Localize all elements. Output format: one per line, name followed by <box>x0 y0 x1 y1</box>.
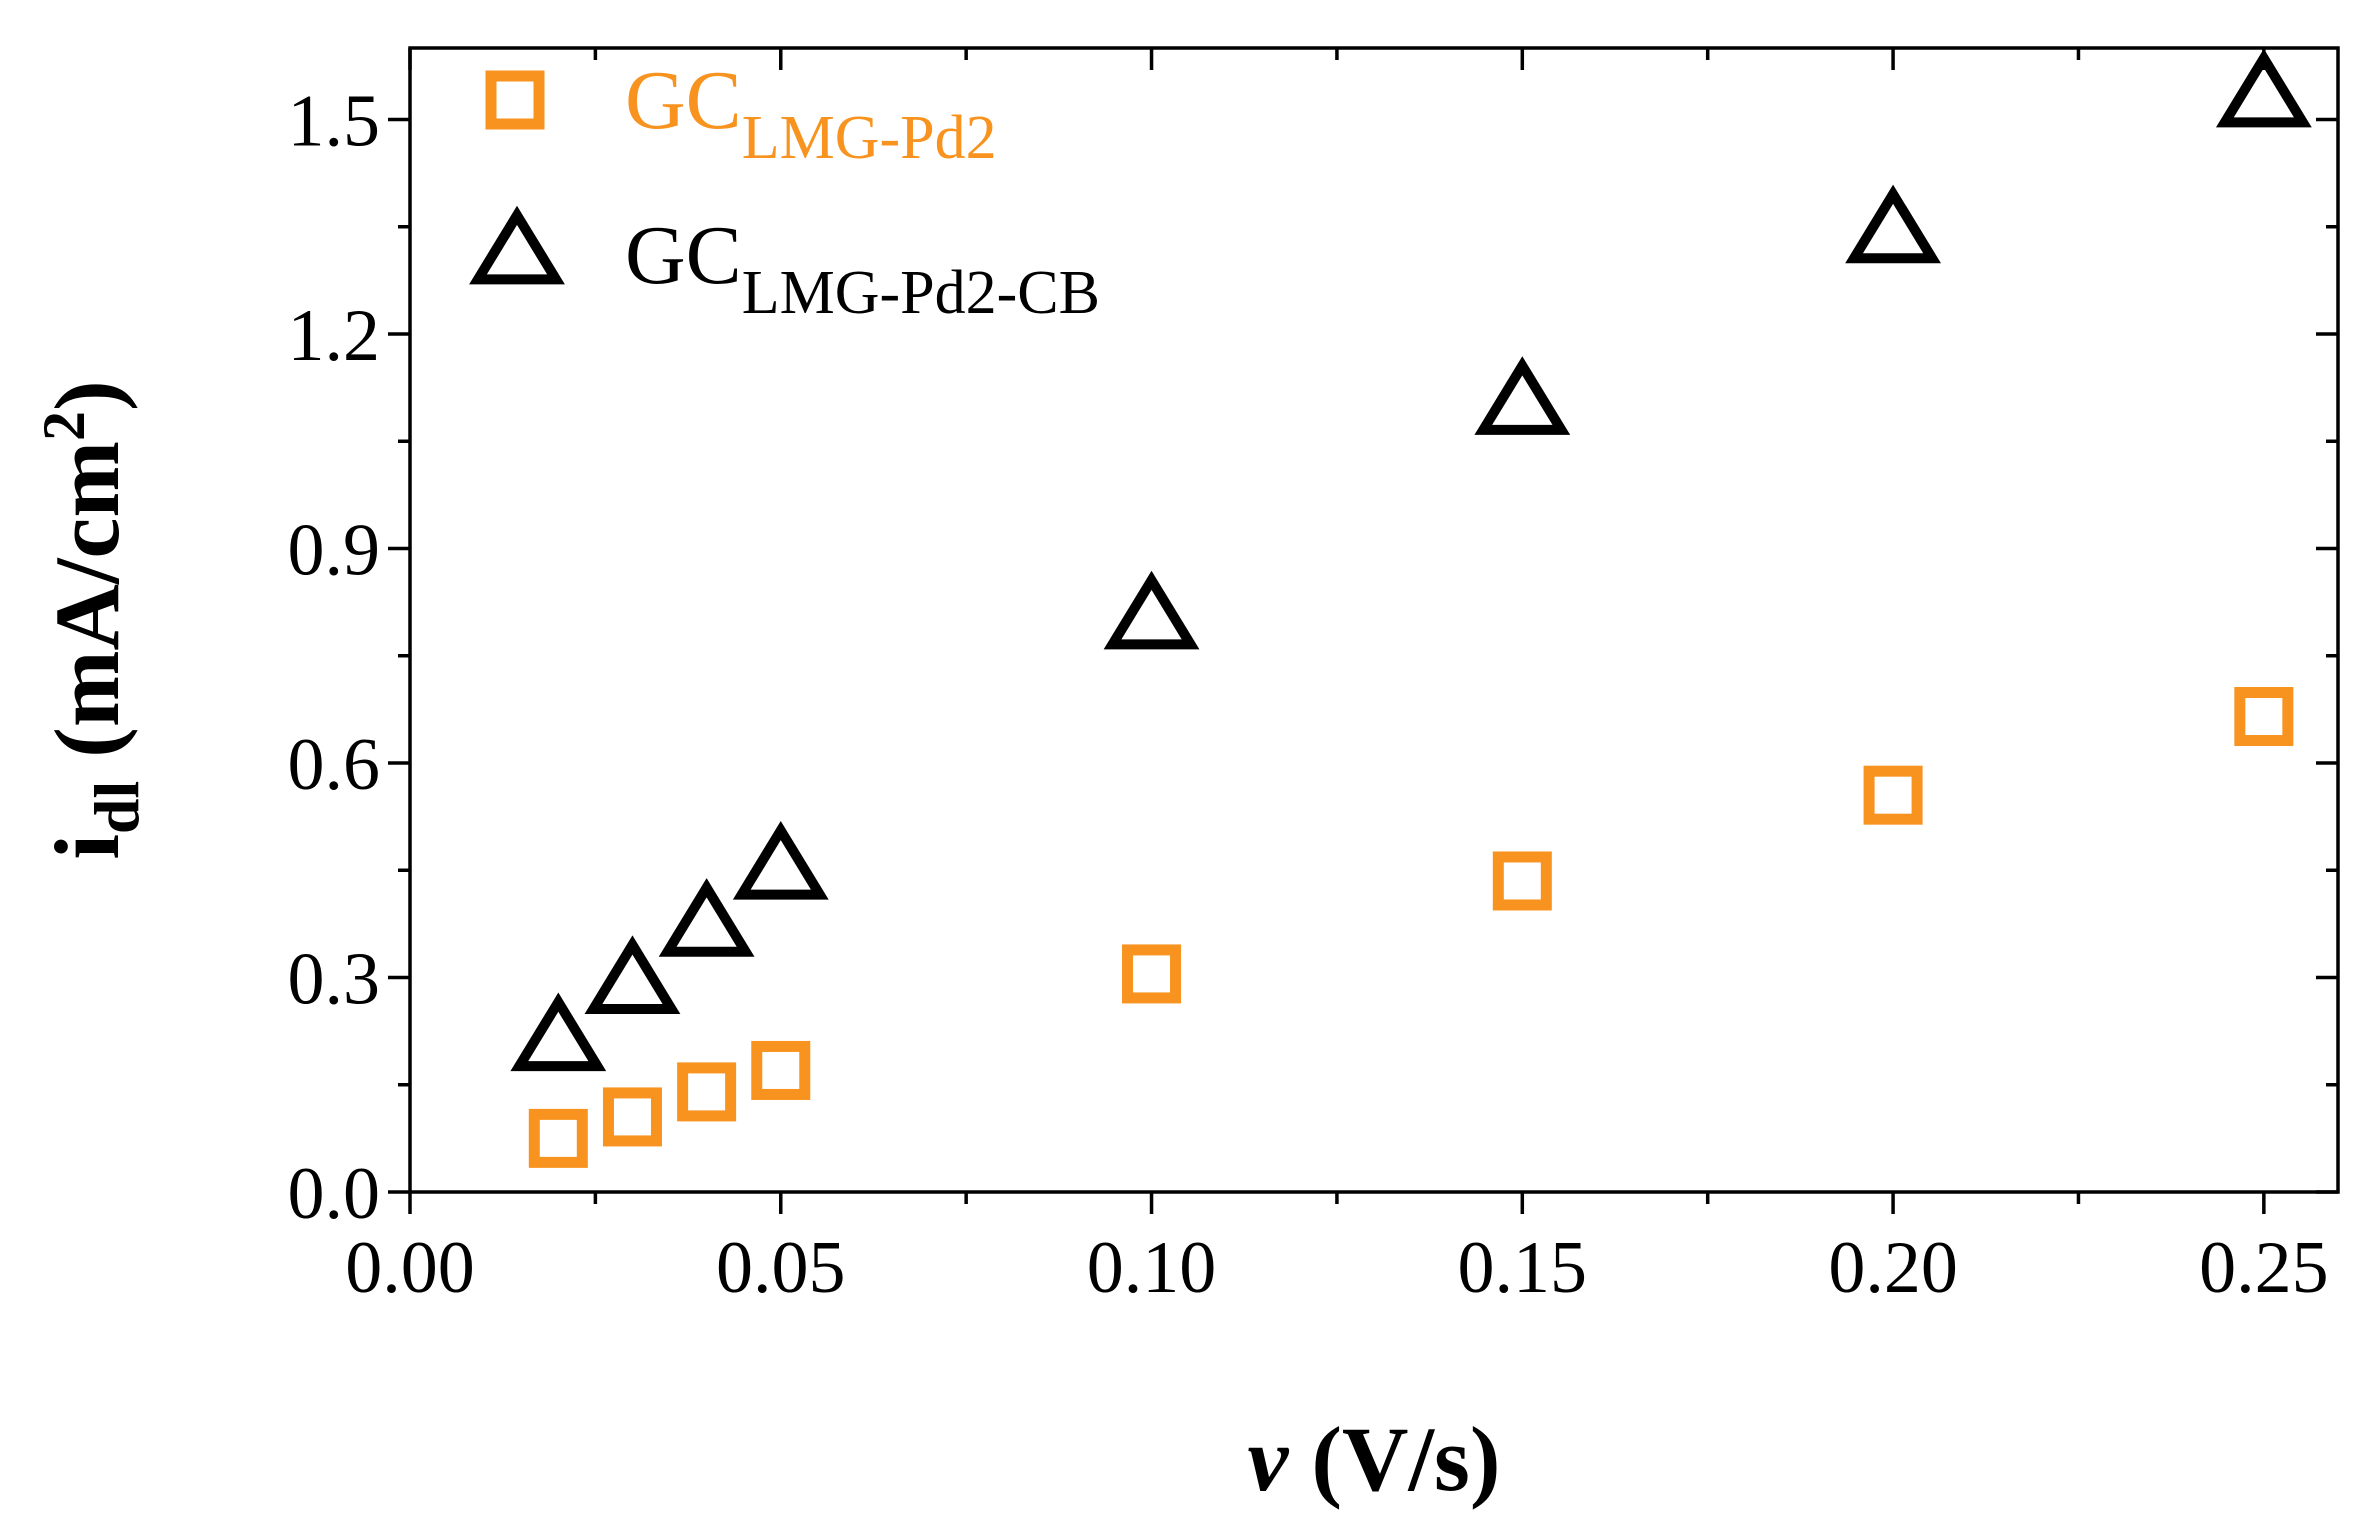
y-tick-label: 0.9 <box>288 510 381 592</box>
data-point-square <box>677 1062 737 1122</box>
data-point-square <box>2234 687 2294 747</box>
axis-titles: v (V/s) idl (mA/cm2) <box>31 380 1500 1510</box>
legend-label: GCLMG-Pd2-CB <box>625 209 1100 327</box>
data-point-triangle <box>1474 356 1571 435</box>
y-axis-unit: (mA/cm <box>36 441 138 781</box>
y-axis-sub: dl <box>81 781 152 834</box>
y-tick-label: 0.0 <box>288 1153 381 1235</box>
data-point-triangle <box>584 935 681 1014</box>
y-tick-label: 1.2 <box>288 295 381 377</box>
y-tick-label: 0.3 <box>288 939 381 1021</box>
data-point-triangle <box>1103 570 1200 650</box>
legend-label-main: GC <box>625 54 742 147</box>
x-tick-label: 0.10 <box>1087 1227 1217 1309</box>
data-point-square <box>528 1108 588 1168</box>
data-point-square <box>1492 851 1552 911</box>
legend-label-sub: LMG-Pd2 <box>742 104 997 172</box>
legend-label-sub: LMG-Pd2-CB <box>742 259 1100 327</box>
x-tick-label: 0.00 <box>345 1227 475 1309</box>
axes: 0.00 0.05 0.10 0.15 0.20 0.25 0.0 0.3 0.6 0.9 1.2 1… <box>288 46 2340 1309</box>
plot-frame <box>408 46 2340 1194</box>
data-point-triangle <box>1845 184 1941 264</box>
x-tick-label: 0.20 <box>1828 1227 1958 1309</box>
data-point-triangle <box>510 992 607 1072</box>
data-point-triangle <box>2215 48 2312 128</box>
data-point-square <box>1122 944 1182 1004</box>
y-tick-label: 0.6 <box>288 724 381 806</box>
legend-marker-square <box>485 70 545 130</box>
data-point-square <box>751 1040 811 1100</box>
x-tick-label: 0.25 <box>2199 1227 2329 1309</box>
x-axis-title: v (V/s) <box>1248 1408 1501 1510</box>
y-axis-sup: 2 <box>31 411 97 441</box>
x-axis-unit: (V/s) <box>1288 1408 1500 1510</box>
legend-label: GCLMG-Pd2 <box>625 54 997 172</box>
x-tick-label: 0.15 <box>1458 1227 1588 1309</box>
series-1 <box>528 687 2294 1168</box>
series-2 <box>510 48 2312 1072</box>
data-point-triangle <box>658 878 755 957</box>
data-point-triangle <box>732 820 829 900</box>
y-axis-title: idl (mA/cm2) <box>31 380 152 859</box>
legend-label-main: GC <box>625 209 742 302</box>
legend-marker-triangle <box>469 205 565 285</box>
legend-item-2: GCLMG-Pd2-CB <box>469 205 1100 327</box>
x-axis-symbol: v <box>1248 1408 1290 1510</box>
x-tick-label: 0.05 <box>716 1227 846 1309</box>
data-point-square <box>1863 765 1923 825</box>
data-point-square <box>602 1087 662 1147</box>
legend-item-1: GCLMG-Pd2 <box>485 54 997 172</box>
y-axis-unit-close: ) <box>36 380 138 411</box>
y-tick-label: 1.5 <box>288 81 381 163</box>
y-axis-main: i <box>36 834 138 860</box>
data-marks <box>510 48 2312 1168</box>
